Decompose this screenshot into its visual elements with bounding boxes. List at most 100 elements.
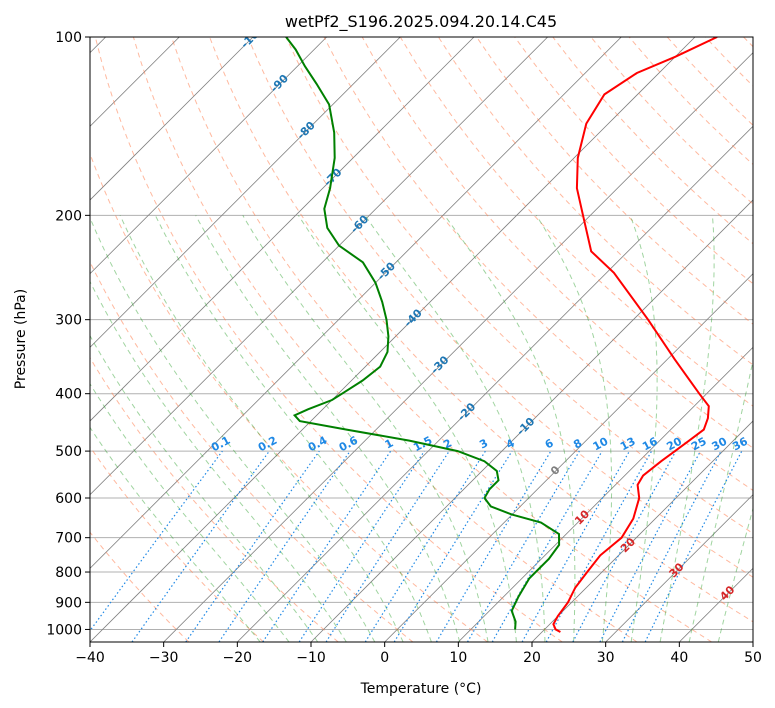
mixing-ratio-line — [218, 450, 351, 642]
y-tick-label: 400 — [55, 387, 82, 403]
mixing-ratio-line — [545, 450, 653, 642]
x-tick-label: 20 — [523, 650, 541, 666]
y-tick-label: 700 — [55, 531, 82, 547]
moist-adiabat-line — [688, 358, 753, 642]
isotherm-label: -20 — [455, 400, 478, 423]
mixing-ratio-line — [644, 450, 743, 642]
mixing-ratio-line — [599, 450, 702, 642]
mixing-ratio-label: 6 — [543, 436, 556, 451]
moist-adiabat-line — [444, 215, 576, 642]
mixing-ratio-label: 13 — [618, 435, 638, 454]
moist-adiabat-line — [364, 215, 546, 642]
chart-title: wetPf2_S196.2025.094.20.14.C45 — [285, 12, 557, 32]
dry-adiabat-line — [90, 446, 264, 642]
mixing-ratio-line — [90, 450, 223, 632]
mixing-ratio-line — [435, 450, 552, 642]
dry-adiabat-line — [209, 37, 753, 623]
dry-adiabat-line — [94, 37, 563, 642]
moist-adiabat-line — [90, 382, 290, 642]
moist-adiabat-line — [535, 215, 613, 642]
mixing-ratio-line — [298, 450, 425, 642]
isotherm-line — [90, 37, 475, 422]
dry-adiabat-line — [90, 260, 414, 642]
isotherm-label: 0 — [548, 463, 563, 478]
mixing-ratio-line — [185, 450, 320, 642]
dry-adiabat-line — [704, 37, 753, 87]
y-tick-label: 1000 — [46, 622, 82, 638]
isotherm-line — [163, 52, 753, 642]
isotherm-line — [679, 567, 753, 642]
x-tick-label: −20 — [223, 650, 253, 666]
moist-adiabat-line — [659, 215, 715, 642]
isotherm-label: -80 — [295, 119, 318, 142]
x-tick-label: 50 — [744, 650, 762, 666]
y-tick-label: 200 — [55, 208, 82, 224]
y-tick-label: 500 — [55, 444, 82, 460]
isotherm-line — [605, 494, 753, 642]
moist-adiabat-line — [90, 426, 261, 642]
mixing-ratio-label: 4 — [504, 436, 517, 451]
isotherm-line — [90, 37, 548, 496]
mixing-ratio-line — [572, 450, 677, 642]
mixing-ratio-line — [262, 450, 392, 642]
isotherm-line — [752, 641, 753, 642]
moist-adiabat-line — [90, 216, 376, 642]
moist-adiabat-line — [242, 215, 489, 642]
moist-adiabat-line — [154, 215, 432, 642]
dry-adiabat-line — [361, 37, 753, 449]
y-axis-label: Pressure (hPa) — [13, 289, 29, 389]
moist-adiabat-line — [195, 215, 461, 642]
y-tick-label: 300 — [55, 313, 82, 329]
isotherm-label: -40 — [402, 306, 425, 329]
moist-adiabat-line — [90, 334, 319, 642]
isotherm-label: -60 — [348, 212, 371, 235]
x-tick-label: 10 — [449, 650, 467, 666]
y-tick-label: 100 — [55, 30, 82, 46]
temperature-line — [552, 37, 718, 633]
x-tick-label: 40 — [670, 650, 688, 666]
x-tick-label: 30 — [597, 650, 615, 666]
mixing-ratio-line — [393, 450, 513, 642]
dewpoint-line — [285, 37, 561, 630]
isotherm-line — [90, 37, 327, 275]
mixing-ratio-label: 16 — [640, 435, 660, 454]
y-tick-label: 900 — [55, 595, 82, 611]
dry-adiabat-line — [590, 37, 753, 205]
dry-adiabat-line — [90, 531, 190, 642]
x-tick-label: −40 — [75, 650, 105, 666]
mixing-ratio-label: 10 — [591, 435, 611, 454]
isotherm-line — [90, 37, 622, 569]
isotherm-label: -50 — [375, 259, 398, 282]
dry-adiabat-line — [399, 37, 753, 407]
mixing-ratio-label: 30 — [710, 435, 730, 454]
mixing-ratio-label: 3 — [477, 436, 490, 451]
y-tick-label: 600 — [55, 491, 82, 507]
isotherm-line — [458, 346, 753, 642]
x-tick-label: −10 — [296, 650, 326, 666]
isotherm-line — [531, 420, 753, 642]
isotherm-label: -90 — [268, 72, 291, 95]
dry-adiabat-line — [90, 152, 488, 642]
isotherm-label: -10 — [514, 415, 537, 438]
axes-layer: −40 −30 −20 −10 0 10 20 30 40 50 100 200 300 400 500 60… — [46, 30, 762, 666]
mixing-ratio-label: 36 — [730, 435, 750, 454]
x-tick-label: −30 — [149, 650, 179, 666]
isotherm-line — [90, 37, 401, 348]
y-tick-label: 800 — [55, 565, 82, 581]
dry-adiabat-line — [90, 356, 339, 642]
mixing-ratio-line — [325, 450, 450, 642]
dry-adiabat-line — [743, 37, 753, 48]
moist-adiabat-line — [90, 280, 347, 642]
dry-adiabat-line — [666, 37, 753, 126]
dry-adiabat-line — [132, 37, 638, 642]
plot-frame — [89, 36, 754, 643]
isotherm-line — [384, 273, 753, 642]
moist-adiabat-line — [717, 506, 753, 642]
isotherm-line — [310, 199, 753, 642]
dry-adiabat-line — [514, 37, 753, 285]
mixing-ratio-line — [521, 450, 631, 642]
dry-adiabat-line — [247, 37, 753, 578]
data-layer — [285, 37, 718, 633]
grid-layer: 0.1 0.2 0.4 0.6 1 1.5 2 3 4 6 8 10 13 16 20 25 30 36-100-… — [90, 37, 753, 642]
